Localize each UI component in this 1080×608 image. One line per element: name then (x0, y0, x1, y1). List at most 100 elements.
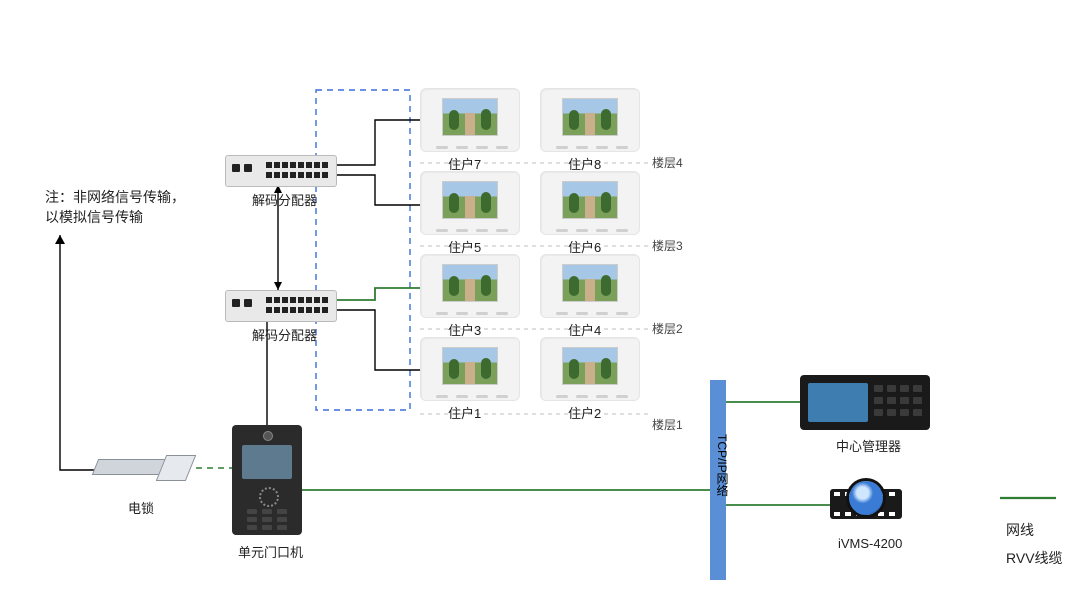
resident-label: 住户1 (448, 403, 481, 422)
softkey (576, 395, 588, 398)
softkey (456, 312, 468, 315)
scene-tree (449, 359, 459, 379)
switch-port (322, 172, 328, 178)
switch-port (322, 297, 328, 303)
softkey (496, 146, 508, 149)
softkey (436, 146, 448, 149)
keypad-key (247, 509, 257, 514)
film-hole (889, 512, 895, 516)
manager-key (900, 397, 909, 404)
softkey (616, 312, 628, 315)
softkey (496, 312, 508, 315)
indoor-unit-screen (562, 98, 618, 136)
indoor-unit (540, 88, 640, 152)
softkey (616, 146, 628, 149)
softkey (596, 146, 608, 149)
softkey (576, 312, 588, 315)
switch-port (306, 172, 312, 178)
door-screen (242, 445, 292, 479)
manager-screen (808, 383, 868, 422)
switch-port (274, 162, 280, 168)
decoder-distributor (225, 290, 337, 322)
indoor-unit (420, 88, 520, 152)
door-station-label: 单元门口机 (238, 542, 303, 561)
switch-port (274, 307, 280, 313)
softkey (556, 146, 568, 149)
softkey (556, 395, 568, 398)
softkey (596, 229, 608, 232)
svg-text:TCP/IP网络: TCP/IP网络 (715, 434, 729, 497)
scene-tree (601, 109, 611, 130)
switch-port (314, 172, 320, 178)
switch-port (232, 164, 240, 172)
softkey (556, 229, 568, 232)
softkey (476, 229, 488, 232)
indoor-unit-screen (442, 264, 498, 302)
softkey (436, 312, 448, 315)
switch-port (232, 299, 240, 307)
door-station (232, 425, 302, 535)
switch-port (274, 297, 280, 303)
indoor-unit-screen (562, 347, 618, 385)
center-manager (800, 375, 930, 430)
scene-tree (569, 110, 579, 130)
switch-port (314, 297, 320, 303)
softkey (476, 312, 488, 315)
manager-key (887, 397, 896, 404)
indoor-unit-screen (562, 181, 618, 219)
softkey (476, 146, 488, 149)
manager-key (913, 385, 922, 392)
scene-tree (601, 275, 611, 296)
switch-port (306, 297, 312, 303)
scene-tree (481, 275, 491, 296)
switch-port (290, 162, 296, 168)
softkey (596, 395, 608, 398)
switch-port (266, 172, 272, 178)
legend-label: RVV线缆 (1006, 548, 1063, 568)
film-hole (889, 492, 895, 496)
switch-port (274, 172, 280, 178)
floor-label: 楼层4 (652, 154, 683, 171)
ivms-label: iVMS-4200 (838, 536, 902, 551)
switch-port (306, 307, 312, 313)
floor-label: 楼层3 (652, 237, 683, 254)
door-camera (263, 431, 273, 441)
scene-path (585, 362, 596, 384)
manager-key (874, 409, 883, 416)
scene-tree (601, 192, 611, 213)
softkey (456, 395, 468, 398)
decoder-distributor (225, 155, 337, 187)
scene-tree (449, 193, 459, 213)
softkey (556, 312, 568, 315)
scene-path (585, 113, 596, 135)
switch-port (244, 299, 252, 307)
switch-port (282, 162, 288, 168)
softkey (576, 146, 588, 149)
scene-path (585, 279, 596, 301)
switch-port (282, 307, 288, 313)
scene-tree (569, 193, 579, 213)
indoor-unit-screen (442, 181, 498, 219)
indoor-unit (420, 337, 520, 401)
switch-port (298, 172, 304, 178)
indoor-unit-screen (562, 264, 618, 302)
switch-port (322, 307, 328, 313)
scene-tree (601, 358, 611, 379)
electric-lock (95, 455, 185, 479)
indoor-unit-screen (442, 347, 498, 385)
softkey (436, 229, 448, 232)
switch-port (266, 162, 272, 168)
keypad-key (262, 517, 272, 522)
lock-label: 电锁 (128, 498, 154, 517)
softkey (616, 395, 628, 398)
scene-path (465, 279, 476, 301)
legend-label: 网线 (1006, 520, 1034, 540)
softkey (596, 312, 608, 315)
manager-key (887, 385, 896, 392)
floor-label: 楼层1 (652, 416, 683, 433)
scene-path (585, 196, 596, 218)
manager-key (874, 397, 883, 404)
switch-port (266, 307, 272, 313)
scene-tree (481, 358, 491, 379)
scene-path (465, 196, 476, 218)
